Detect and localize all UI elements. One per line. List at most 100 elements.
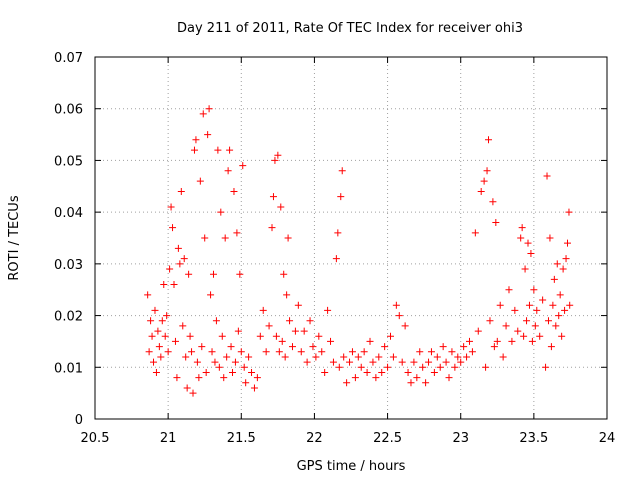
data-point [227,343,235,351]
data-point [220,374,228,382]
data-point [288,343,296,351]
data-point [195,374,203,382]
data-point [224,167,232,175]
data-point [275,348,283,356]
data-point [173,374,181,382]
data-point [158,317,166,325]
data-point [274,151,282,159]
data-point [188,348,196,356]
y-tick-label: 0.04 [54,206,83,221]
data-point [281,353,289,361]
data-point [489,198,497,206]
data-point [284,234,292,242]
data-point [357,363,365,371]
data-point [239,162,247,170]
data-point [430,368,438,376]
data-point [248,368,256,376]
data-point [360,348,368,356]
data-point [234,327,242,335]
data-point [324,306,332,314]
data-point [436,363,444,371]
data-point [269,193,277,201]
x-tick-label: 20.5 [81,431,110,446]
data-point [463,353,471,361]
x-axis-label: GPS time / hours [297,459,406,474]
data-point [230,187,238,195]
data-point [561,306,569,314]
data-point [272,332,280,340]
data-point [483,167,491,175]
data-point [250,384,258,392]
data-point [378,368,386,376]
data-point [335,363,343,371]
data-point [226,146,234,154]
data-point [259,306,267,314]
data-point [485,136,493,144]
data-point [527,250,535,258]
y-tick-label: 0.05 [54,154,83,169]
data-point [202,368,210,376]
data-point [457,358,465,366]
data-points [144,105,574,397]
data-point [518,224,526,232]
data-point [351,374,359,382]
data-point [550,275,558,283]
data-point [499,353,507,361]
data-point [193,358,201,366]
data-point [174,244,182,252]
data-point [337,193,345,201]
data-point [348,348,356,356]
data-point [422,379,430,387]
data-point [167,203,175,211]
data-point [180,255,188,263]
data-point [395,312,403,320]
data-point [492,218,500,226]
data-point [433,353,441,361]
data-point [209,270,217,278]
data-point [204,131,212,139]
y-tick-label: 0.07 [54,51,83,66]
data-point [343,379,351,387]
data-point [294,301,302,309]
data-point [327,337,335,345]
data-point [556,291,564,299]
data-point [386,332,394,340]
data-point [363,368,371,376]
data-point [524,239,532,247]
data-point [306,317,314,325]
data-point [502,322,510,330]
data-point [318,348,326,356]
data-point [547,343,555,351]
data-point [189,389,197,397]
data-point [381,343,389,351]
data-point [493,337,501,345]
data-point [179,322,187,330]
data-point [212,317,220,325]
data-point [413,374,421,382]
data-point [176,260,184,268]
data-point [303,358,311,366]
data-point [148,332,156,340]
data-point [334,229,342,237]
data-point [185,270,193,278]
data-point [514,327,522,335]
data-point [286,317,294,325]
data-point [312,353,320,361]
x-tick-label: 23 [452,431,469,446]
data-point [427,348,435,356]
grid [95,57,607,419]
data-point [505,286,513,294]
data-point [182,353,190,361]
data-point [154,327,162,335]
data-point [521,265,529,273]
data-point [218,332,226,340]
data-point [511,306,519,314]
data-point [553,260,561,268]
data-point [233,229,241,237]
x-tick-label: 22 [306,431,323,446]
data-point [404,368,412,376]
data-point [564,239,572,247]
data-point [183,384,191,392]
data-point [207,291,215,299]
data-point [471,229,479,237]
